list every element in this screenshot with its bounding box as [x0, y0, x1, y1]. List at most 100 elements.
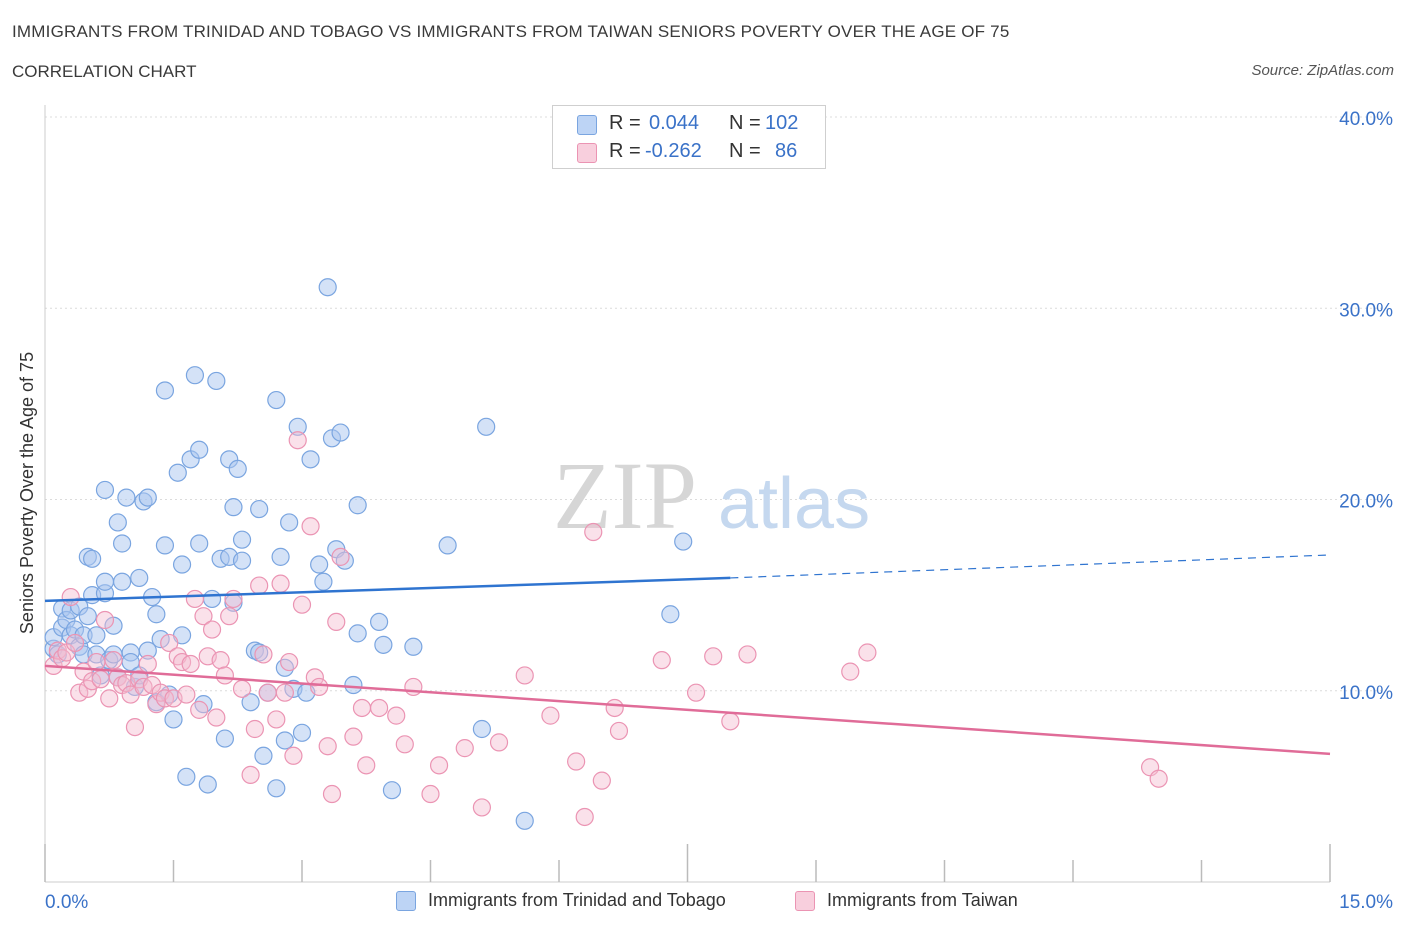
data-point-trinidad	[198, 775, 217, 794]
data-point-taiwan	[652, 651, 671, 670]
data-point-trinidad	[241, 693, 260, 712]
data-point-taiwan	[275, 683, 294, 702]
data-point-trinidad	[348, 624, 367, 643]
data-point-taiwan	[575, 807, 594, 827]
data-point-taiwan	[65, 633, 85, 653]
data-point-taiwan	[310, 677, 329, 697]
y-tick-label: 20.0%	[1339, 492, 1393, 513]
data-point-trinidad	[382, 781, 402, 800]
bottom-legend-label: Immigrants from Trinidad and Tobago	[428, 890, 726, 910]
data-point-trinidad	[147, 605, 166, 624]
data-point-taiwan	[352, 698, 372, 718]
data-point-taiwan	[370, 698, 389, 718]
data-point-taiwan	[387, 706, 406, 725]
data-point-trinidad	[95, 480, 115, 500]
data-point-taiwan	[250, 576, 269, 595]
data-point-trinidad	[344, 675, 363, 695]
bottom-swatch-blue	[396, 891, 416, 911]
data-point-taiwan	[357, 756, 376, 775]
data-point-taiwan	[322, 784, 342, 804]
data-point-taiwan	[70, 683, 89, 702]
data-point-trinidad	[224, 498, 243, 517]
data-point-trinidad	[254, 746, 273, 765]
data-point-taiwan	[567, 752, 586, 771]
data-point-taiwan	[318, 737, 337, 756]
legend-swatch-pink	[577, 143, 597, 163]
data-point-trinidad	[275, 731, 294, 750]
legend-r-label: R =	[609, 140, 641, 162]
data-point-taiwan	[190, 700, 209, 719]
data-point-trinidad	[348, 496, 367, 515]
data-point-trinidad	[87, 626, 106, 645]
data-point-trinidad	[177, 767, 196, 786]
data-point-taiwan	[605, 698, 624, 718]
trend-lines	[44, 554, 1331, 756]
data-point-taiwan	[271, 574, 290, 593]
data-point-trinidad	[374, 635, 393, 654]
y-axis-label: Seniors Poverty Over the Age of 75	[17, 352, 37, 634]
data-point-taiwan	[738, 645, 757, 664]
page-title: IMMIGRANTS FROM TRINIDAD AND TOBAGO VS I…	[12, 22, 1010, 41]
data-point-trinidad	[202, 589, 222, 609]
data-point-trinidad	[155, 536, 175, 555]
data-point-trinidad	[288, 417, 307, 436]
data-point-trinidad	[190, 440, 209, 459]
data-point-trinidad	[370, 612, 389, 632]
data-point-taiwan	[472, 798, 491, 817]
legend-swatch-blue	[577, 115, 597, 135]
data-point-taiwan	[841, 662, 860, 681]
data-point-taiwan	[267, 710, 286, 729]
data-point-taiwan	[344, 727, 363, 746]
data-point-trinidad	[215, 729, 234, 748]
data-point-taiwan	[177, 685, 196, 704]
watermark-zip: ZIP	[553, 442, 697, 549]
data-point-trinidad	[95, 572, 115, 591]
legend-n-label: N =	[729, 112, 761, 134]
correlation-legend: R = 0.044 N = 102 R = -0.262 N = 86	[552, 105, 826, 169]
trend-line-taiwan	[44, 664, 1331, 756]
data-point-trinidad	[117, 488, 136, 507]
page-subtitle: CORRELATION CHART	[12, 62, 197, 81]
tick-labels: 10.0% 20.0% 30.0% 40.0% 0.0% 15.0%	[45, 109, 1393, 913]
data-point-taiwan	[202, 620, 222, 639]
data-point-trinidad	[151, 630, 170, 649]
data-point-trinidad	[267, 390, 286, 410]
data-point-taiwan	[181, 654, 200, 674]
data-point-taiwan	[395, 735, 414, 754]
watermark-atlas: atlas	[718, 464, 870, 544]
data-point-trinidad	[314, 572, 333, 591]
data-point-taiwan	[704, 647, 723, 666]
data-point-taiwan	[404, 677, 423, 697]
data-point-taiwan	[220, 607, 239, 626]
data-point-taiwan	[288, 431, 307, 450]
data-point-taiwan	[100, 689, 119, 708]
data-point-trinidad	[472, 719, 491, 739]
data-point-taiwan	[1149, 769, 1168, 788]
data-point-taiwan	[284, 746, 303, 765]
data-point-taiwan	[258, 683, 277, 702]
data-point-trinidad	[515, 811, 534, 830]
data-point-taiwan	[280, 652, 299, 672]
data-point-trinidad	[310, 555, 329, 574]
data-point-taiwan	[245, 719, 264, 739]
data-point-taiwan	[160, 633, 179, 653]
trend-line-trinidad	[44, 576, 731, 603]
y-tick-label: 30.0%	[1339, 300, 1393, 321]
data-point-taiwan	[609, 721, 629, 741]
data-point-taiwan	[515, 666, 534, 685]
series-taiwan	[44, 431, 1168, 827]
data-point-trinidad	[250, 499, 269, 519]
data-point-trinidad	[267, 779, 286, 798]
data-point-trinidad	[78, 607, 97, 626]
data-point-taiwan	[541, 706, 560, 725]
data-point-trinidad	[438, 536, 457, 555]
legend-n-label: N =	[729, 140, 761, 162]
data-point-trinidad	[674, 532, 693, 551]
data-point-trinidad	[228, 459, 247, 478]
data-point-trinidad	[130, 568, 149, 588]
data-point-trinidad	[292, 723, 312, 742]
data-point-taiwan	[185, 589, 205, 609]
data-point-taiwan	[301, 517, 320, 536]
data-point-trinidad	[280, 513, 299, 532]
